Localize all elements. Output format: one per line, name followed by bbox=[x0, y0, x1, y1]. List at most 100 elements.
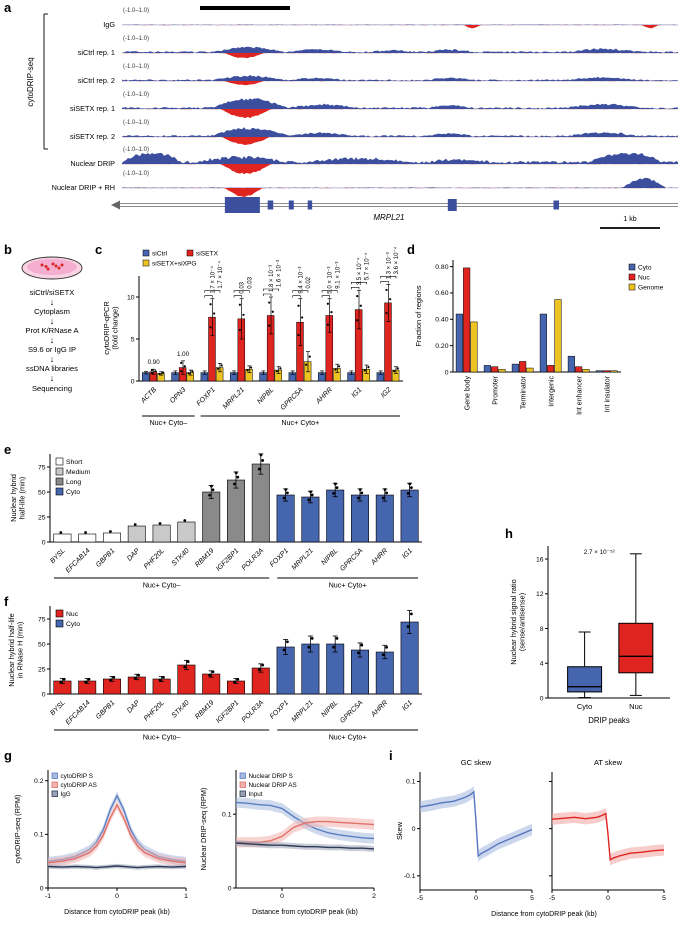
svg-text:0.80: 0.80 bbox=[435, 264, 448, 271]
svg-text:Distance from cytoDRIP peak (k: Distance from cytoDRIP peak (kb) bbox=[491, 911, 597, 918]
svg-text:IgG: IgG bbox=[103, 20, 115, 29]
track-signal-plus bbox=[122, 46, 678, 53]
svg-text:0.20: 0.20 bbox=[435, 343, 448, 350]
track-signal-minus bbox=[122, 109, 678, 119]
svg-text:MRPL21: MRPL21 bbox=[222, 386, 246, 410]
svg-text:Nuclear DRIP: Nuclear DRIP bbox=[70, 159, 115, 168]
bar bbox=[526, 367, 534, 373]
svg-text:1.7 × 10⁻⁴: 1.7 × 10⁻⁴ bbox=[209, 266, 216, 294]
bar bbox=[400, 489, 419, 543]
svg-text:0: 0 bbox=[115, 893, 119, 900]
legend-swatch bbox=[55, 609, 64, 618]
bar bbox=[463, 267, 471, 373]
bar bbox=[301, 496, 320, 543]
panel-label-g: g bbox=[4, 748, 12, 763]
svg-text:GBPB1: GBPB1 bbox=[95, 547, 117, 569]
svg-text:IGF2BP1: IGF2BP1 bbox=[215, 699, 240, 724]
track-signal-plus bbox=[122, 177, 678, 188]
svg-text:STK40: STK40 bbox=[171, 547, 191, 567]
svg-text:3.6 × 10⁻⁴: 3.6 × 10⁻⁴ bbox=[393, 246, 400, 274]
bar bbox=[539, 313, 547, 373]
svg-text:ACTB: ACTB bbox=[139, 386, 158, 405]
down-arrow-icon: ↓ bbox=[49, 315, 55, 326]
svg-text:DAP: DAP bbox=[126, 699, 141, 714]
legend-swatch bbox=[628, 273, 636, 281]
svg-text:Cyto: Cyto bbox=[638, 264, 652, 271]
svg-text:siCtrl rep. 2: siCtrl rep. 2 bbox=[78, 76, 115, 85]
bar bbox=[227, 479, 245, 543]
svg-text:Nuc: Nuc bbox=[638, 274, 650, 281]
track-signal-minus bbox=[122, 25, 678, 29]
bar bbox=[259, 372, 267, 382]
svg-text:IG1: IG1 bbox=[401, 547, 414, 560]
series-line bbox=[47, 865, 187, 869]
svg-text:(-1.0–1.0): (-1.0–1.0) bbox=[123, 8, 149, 14]
legend-swatch bbox=[51, 790, 58, 797]
svg-text:Promoter: Promoter bbox=[493, 375, 500, 404]
panel-e-halflife-bar-chart: Nuclear hybrid half-life (min) 0 25 50 75 BYSL… bbox=[9, 453, 422, 590]
svg-text:Medium: Medium bbox=[66, 469, 91, 476]
svg-text:AHRR: AHRR bbox=[370, 547, 390, 567]
panel-label-a: a bbox=[4, 0, 12, 15]
panel-label-h: h bbox=[505, 526, 513, 541]
svg-text:Nuc+ Cyto+: Nuc+ Cyto+ bbox=[329, 581, 367, 590]
svg-text:12: 12 bbox=[536, 591, 544, 598]
bar bbox=[547, 365, 555, 373]
svg-text:0.02: 0.02 bbox=[306, 276, 312, 288]
svg-text:0: 0 bbox=[40, 885, 44, 892]
panel-label-b: b bbox=[4, 242, 12, 257]
bar bbox=[208, 316, 216, 382]
svg-text:0.40: 0.40 bbox=[435, 317, 448, 324]
legend-swatch bbox=[142, 249, 150, 257]
svg-text:PHF20L: PHF20L bbox=[143, 547, 166, 570]
svg-text:0: 0 bbox=[412, 826, 416, 833]
bar bbox=[78, 533, 97, 543]
legend-swatch bbox=[239, 781, 246, 788]
series-line bbox=[235, 842, 375, 850]
svg-text:GPRC5A: GPRC5A bbox=[279, 386, 305, 412]
track-signal-plus bbox=[122, 98, 678, 109]
bar bbox=[202, 491, 221, 543]
svg-text:FOXP1: FOXP1 bbox=[196, 386, 217, 407]
track-signal-plus bbox=[122, 74, 678, 81]
exon-box bbox=[224, 197, 260, 213]
svg-text:PHF20L: PHF20L bbox=[143, 699, 166, 722]
legend-swatch bbox=[239, 790, 246, 797]
bar bbox=[582, 369, 590, 373]
exon-box bbox=[553, 200, 560, 210]
svg-text:1.6 × 10⁻³: 1.6 × 10⁻³ bbox=[277, 260, 283, 287]
svg-text:cytoDRIP AS: cytoDRIP AS bbox=[61, 782, 97, 789]
panel-label-i: i bbox=[389, 748, 393, 763]
svg-text:1.00: 1.00 bbox=[177, 351, 190, 358]
svg-text:5: 5 bbox=[530, 895, 534, 902]
bar bbox=[483, 365, 491, 373]
bar bbox=[251, 463, 270, 543]
bar bbox=[554, 299, 562, 373]
svg-text:Cyto: Cyto bbox=[577, 702, 592, 711]
svg-text:-1: -1 bbox=[45, 893, 51, 900]
track-signal-plus bbox=[122, 24, 678, 25]
legend-swatch bbox=[55, 487, 64, 496]
svg-text:3.5 × 10⁻⁴: 3.5 × 10⁻⁴ bbox=[356, 257, 363, 285]
svg-text:siCtrl: siCtrl bbox=[152, 250, 168, 257]
svg-text:POLR3A: POLR3A bbox=[241, 699, 266, 724]
workflow-step: Sequencing bbox=[31, 383, 73, 393]
svg-text:Genome: Genome bbox=[638, 284, 664, 291]
svg-text:GC skew: GC skew bbox=[461, 758, 492, 767]
svg-text:AT skew: AT skew bbox=[594, 758, 623, 767]
workflow-step: Prot K/RNase A bbox=[25, 326, 79, 336]
svg-text:Cyto: Cyto bbox=[66, 489, 80, 496]
legend-swatch bbox=[55, 619, 64, 628]
svg-text:Skew: Skew bbox=[395, 821, 404, 840]
panel-h-signal-ratio-boxplot: Nuclear hybrid signal ratio (sense/antise… bbox=[509, 546, 670, 725]
track-signal-plus bbox=[122, 127, 678, 137]
bar bbox=[177, 521, 196, 543]
svg-text:1.8 × 10⁻³: 1.8 × 10⁻³ bbox=[269, 265, 275, 292]
svg-text:0: 0 bbox=[280, 893, 284, 900]
svg-text:9.4 × 10⁻³: 9.4 × 10⁻³ bbox=[298, 267, 304, 294]
svg-text:Nuc+ Cyto–: Nuc+ Cyto– bbox=[149, 418, 187, 427]
down-arrow-icon: ↓ bbox=[49, 334, 55, 345]
svg-text:-5: -5 bbox=[549, 895, 555, 902]
bar bbox=[498, 369, 506, 373]
